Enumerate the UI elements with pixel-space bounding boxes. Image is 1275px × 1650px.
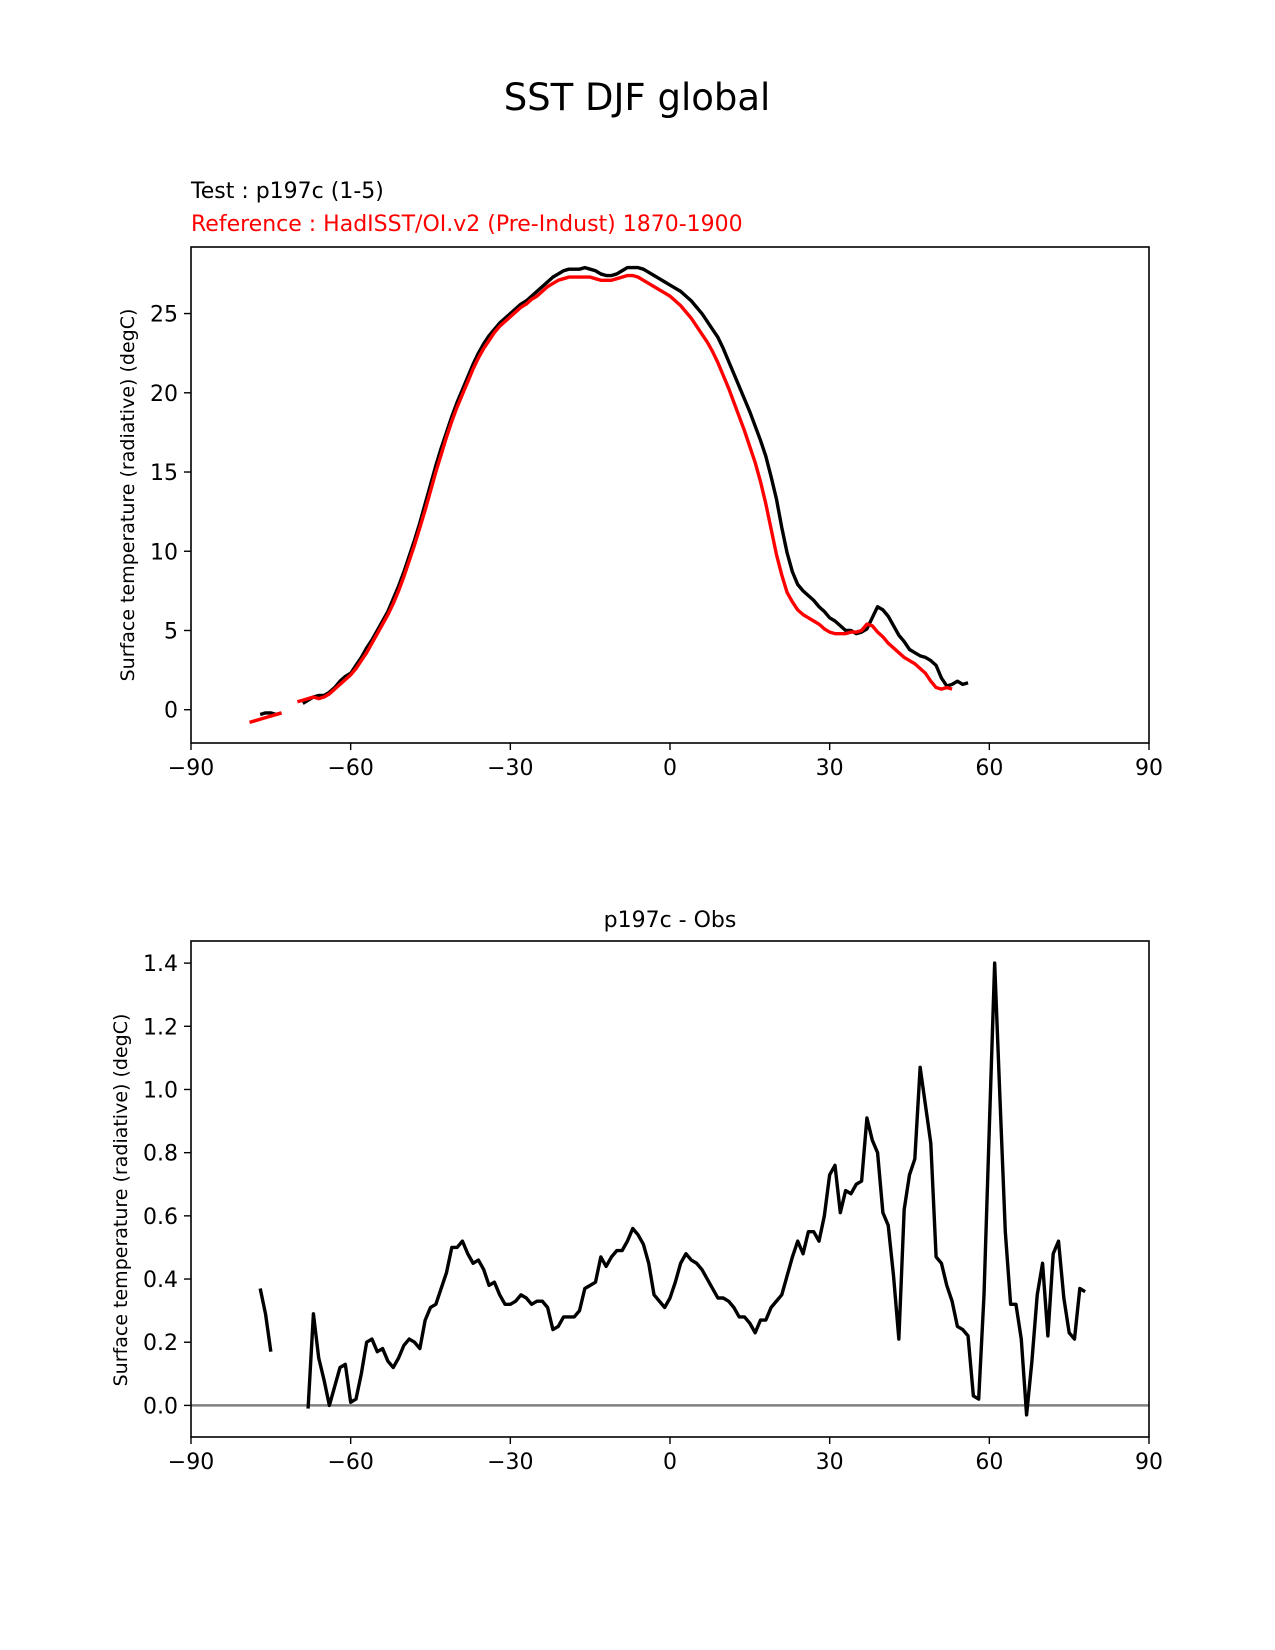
top-ylabel: Surface temperature (radiative) (degC) bbox=[117, 309, 139, 682]
bottom-xtick-label: −60 bbox=[327, 1450, 373, 1475]
top-xtick-label: 30 bbox=[816, 756, 844, 781]
top-ytick-label: 15 bbox=[150, 461, 178, 486]
top-panel: Test : p197c (1-5) Reference : HadISST/O… bbox=[117, 179, 1163, 781]
bottom-xtick-label: 60 bbox=[975, 1450, 1003, 1475]
top-ytick-label: 20 bbox=[150, 382, 178, 407]
bottom-ytick-label: 1.4 bbox=[143, 952, 178, 977]
bottom-ytick-label: 0.2 bbox=[143, 1331, 178, 1356]
bottom-plot-frame bbox=[190, 940, 1150, 1438]
bottom-xtick-label: 0 bbox=[663, 1450, 677, 1475]
bottom-ylabel: Surface temperature (radiative) (degC) bbox=[110, 1014, 132, 1387]
top-ytick-label: 5 bbox=[164, 619, 178, 644]
bottom-xtick-label: 30 bbox=[816, 1450, 844, 1475]
bottom-title: p197c - Obs bbox=[604, 908, 737, 933]
bottom-xtick-label: −90 bbox=[168, 1450, 214, 1475]
bottom-ytick-label: 0.4 bbox=[143, 1268, 178, 1293]
top-xtick-label: 90 bbox=[1135, 756, 1163, 781]
figure-title: SST DJF global bbox=[504, 76, 771, 119]
bottom-difference-line-segment-1 bbox=[306, 961, 1086, 1417]
bottom-ytick-label: 0.0 bbox=[143, 1394, 178, 1419]
top-ytick-label: 0 bbox=[164, 699, 178, 724]
top-reference-line-segment-1 bbox=[296, 273, 953, 704]
bottom-difference-line-segment-0 bbox=[258, 1288, 273, 1352]
top-reference-line-segment-0 bbox=[249, 711, 282, 725]
bottom-ytick-label: 0.8 bbox=[143, 1142, 178, 1167]
top-xtick-label: −90 bbox=[168, 756, 214, 781]
bottom-panel: p197c - Obs Surface temperature (radiati… bbox=[110, 908, 1163, 1475]
top-plot-frame bbox=[190, 246, 1150, 744]
bottom-ytick-label: 1.0 bbox=[143, 1078, 178, 1103]
top-xtick-label: 60 bbox=[975, 756, 1003, 781]
top-xtick-label: 0 bbox=[663, 756, 677, 781]
bottom-xtick-label: −30 bbox=[487, 1450, 533, 1475]
bottom-ytick-label: 1.2 bbox=[143, 1015, 178, 1040]
top-ytick-label: 10 bbox=[150, 540, 178, 565]
bottom-xtick-label: 90 bbox=[1135, 1450, 1163, 1475]
top-test-line-segment-1 bbox=[301, 265, 969, 705]
top-xtick-label: −30 bbox=[487, 756, 533, 781]
top-ytick-label: 25 bbox=[150, 303, 178, 328]
top-xtick-label: −60 bbox=[327, 756, 373, 781]
reference-subtitle: Reference : HadISST/OI.v2 (Pre-Indust) 1… bbox=[191, 212, 743, 237]
bottom-ytick-label: 0.6 bbox=[143, 1205, 178, 1230]
test-subtitle: Test : p197c (1-5) bbox=[190, 179, 384, 204]
